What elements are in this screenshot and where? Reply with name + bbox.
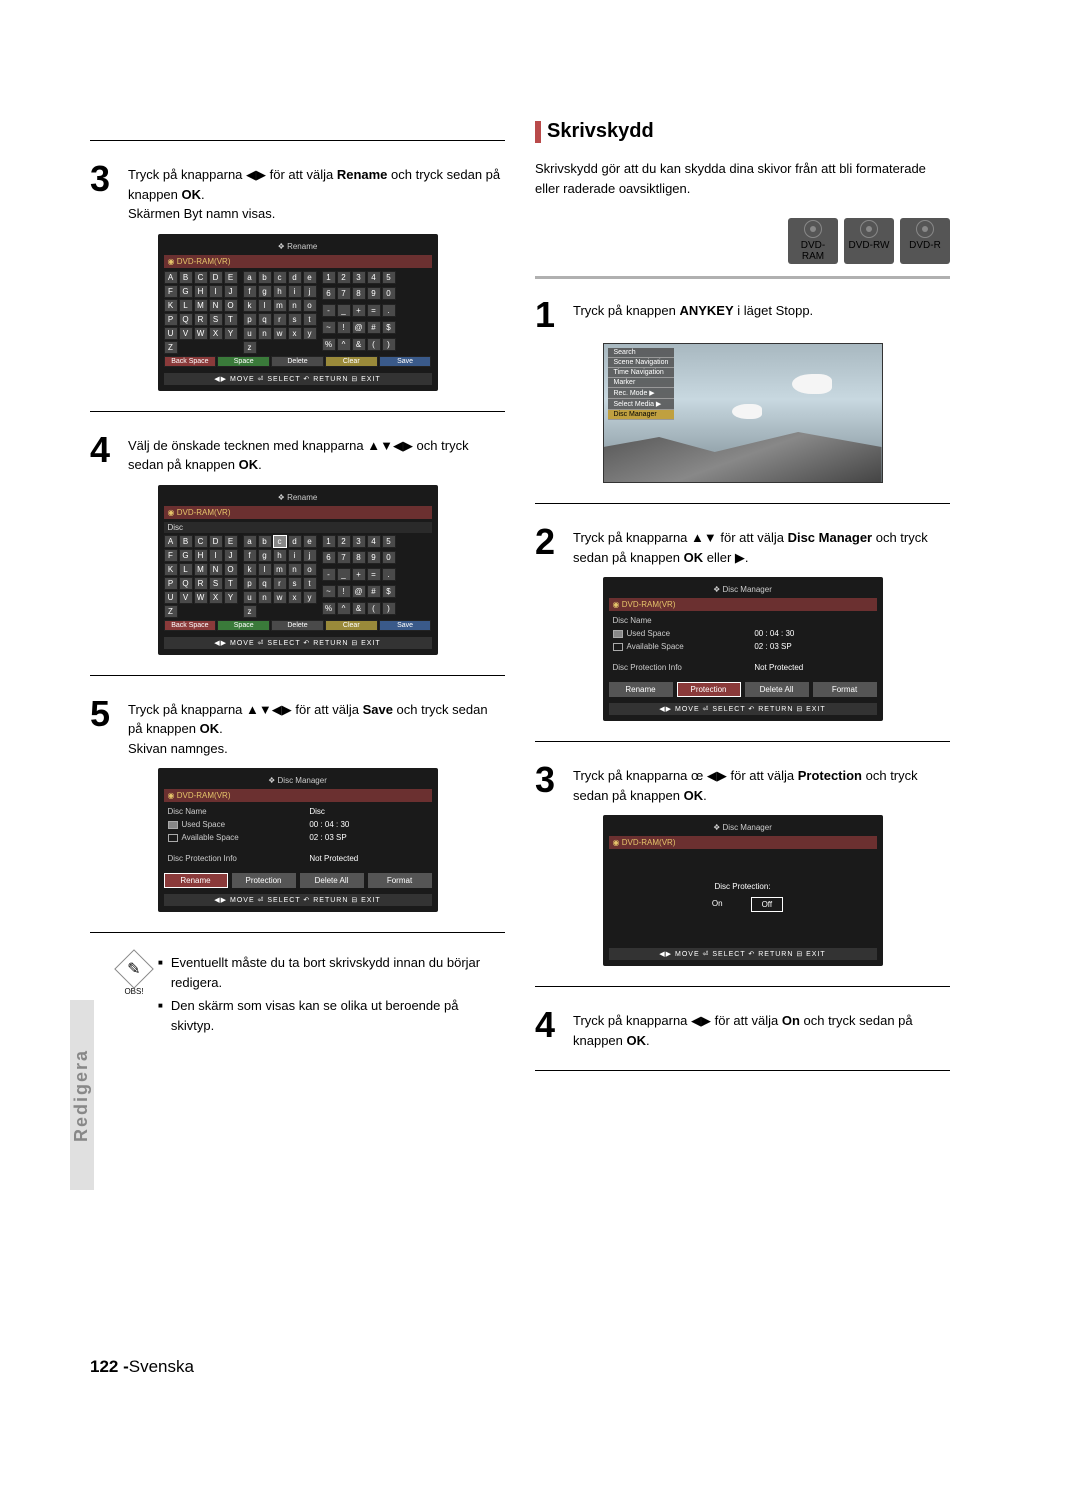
step-4-left: 4 Välj de önskade tecknen med knapparna … bbox=[90, 432, 505, 475]
step-4-right: 4 Tryck på knapparna ◀▶ för att välja On… bbox=[535, 1007, 950, 1050]
section-title: Skrivskydd bbox=[547, 120, 654, 143]
anykey-photo: SearchScene NavigationTime NavigationMar… bbox=[603, 343, 883, 483]
rename-screen-2: ❖ Rename ◉ DVD-RAM(VR) Disc ABCDEFGHIJKL… bbox=[158, 485, 438, 655]
keyboard: ABCDEFGHIJKLMNOPQRSTUVWXYZ abcdefghijklm… bbox=[164, 271, 432, 354]
dvd-r-badge: DVD-R bbox=[900, 218, 950, 264]
dvd-rw-badge: DVD-RW bbox=[844, 218, 894, 264]
disc-manager-screen: ❖ Disc Manager ◉ DVD-RAM(VR) Disc NameDi… bbox=[158, 768, 438, 912]
page: 3 Tryck på knapparna ◀▶ för att välja Re… bbox=[0, 0, 1080, 1141]
protection-screen: ❖ Disc Manager ◉ DVD-RAM(VR) Disc Protec… bbox=[603, 815, 883, 966]
step-number: 1 bbox=[535, 297, 563, 333]
step-text: Tryck på knapparna ▲▼◀▶ för att välja Sa… bbox=[128, 696, 505, 759]
step-3-right: 3 Tryck på knapparna œ ◀▶ för att välja … bbox=[535, 762, 950, 805]
page-footer: 122 -Svenska bbox=[90, 1357, 194, 1377]
step-text: Tryck på knapparna œ ◀▶ för att välja Pr… bbox=[573, 762, 950, 805]
rename-screen-1: ❖ Rename ◉ DVD-RAM(VR) ABCDEFGHIJKLMNOPQ… bbox=[158, 234, 438, 391]
note-icon: ✎ bbox=[114, 949, 154, 989]
step-number: 2 bbox=[535, 524, 563, 567]
dvd-ram-badge: DVD-RAM bbox=[788, 218, 838, 264]
anykey-menu: SearchScene NavigationTime NavigationMar… bbox=[608, 348, 675, 420]
format-badges: DVD-RAM DVD-RW DVD-R bbox=[535, 218, 950, 264]
note-block: ✎ OBS! Eventuellt måste du ta bort skriv… bbox=[120, 953, 505, 1039]
step-3-left: 3 Tryck på knapparna ◀▶ för att välja Re… bbox=[90, 161, 505, 224]
side-tab: Redigera bbox=[70, 1000, 94, 1190]
section-bar-icon bbox=[535, 121, 541, 143]
step-number: 4 bbox=[535, 1007, 563, 1050]
step-text: Tryck på knapparna ◀▶ för att välja Rena… bbox=[128, 161, 505, 224]
step-text: Välj de önskade tecknen med knapparna ▲▼… bbox=[128, 432, 505, 475]
step-number: 3 bbox=[90, 161, 118, 224]
step-text: Tryck på knapparna ▲▼ för att välja Disc… bbox=[573, 524, 950, 567]
right-column: Skrivskydd Skrivskydd gör att du kan sky… bbox=[535, 120, 950, 1091]
intro-text: Skrivskydd gör att du kan skydda dina sk… bbox=[535, 155, 950, 198]
step-text: Tryck på knapparna ◀▶ för att välja On o… bbox=[573, 1007, 950, 1050]
left-column: 3 Tryck på knapparna ◀▶ för att välja Re… bbox=[90, 120, 505, 1091]
section-header: Skrivskydd bbox=[535, 120, 950, 143]
step-number: 4 bbox=[90, 432, 118, 475]
disc-manager-screen-2: ❖ Disc Manager ◉ DVD-RAM(VR) Disc Name U… bbox=[603, 577, 883, 721]
step-1-right: 1 Tryck på knappen ANYKEY i läget Stopp. bbox=[535, 297, 950, 333]
step-text: Tryck på knappen ANYKEY i läget Stopp. bbox=[573, 297, 813, 333]
step-5-left: 5 Tryck på knapparna ▲▼◀▶ för att välja … bbox=[90, 696, 505, 759]
step-number: 3 bbox=[535, 762, 563, 805]
note-text: Eventuellt måste du ta bort skrivskydd i… bbox=[158, 953, 505, 1039]
step-number: 5 bbox=[90, 696, 118, 759]
step-2-right: 2 Tryck på knapparna ▲▼ för att välja Di… bbox=[535, 524, 950, 567]
